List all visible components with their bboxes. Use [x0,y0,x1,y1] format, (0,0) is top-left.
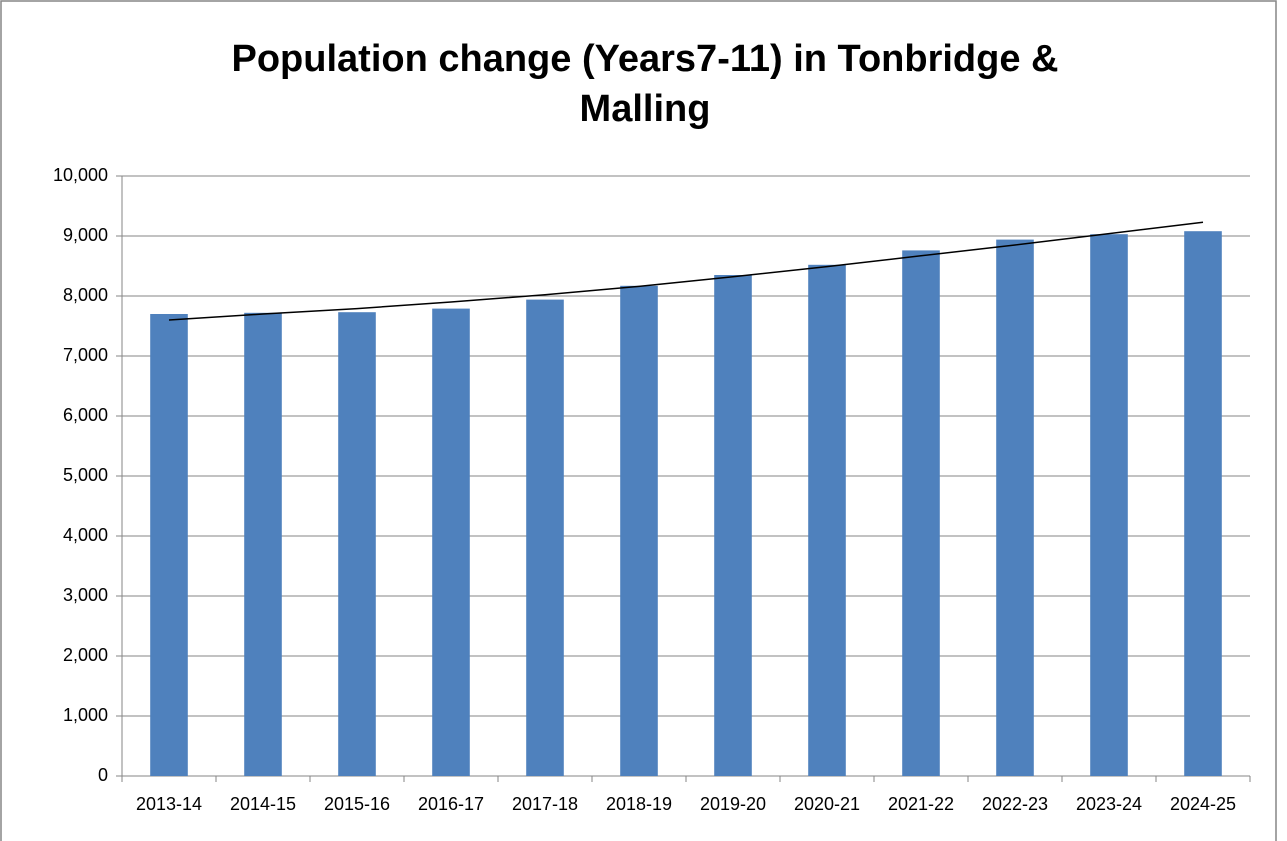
bar [808,264,846,776]
bar [996,239,1034,777]
chart-title: Population change (Years7-11) in Tonbrid… [231,38,1059,130]
y-tick-label: 7,000 [63,345,108,365]
x-tick-label: 2024-25 [1170,794,1236,814]
y-tick-label: 5,000 [63,465,108,485]
y-tick-label: 8,000 [63,285,108,305]
x-tick-label: 2017-18 [512,794,578,814]
x-tick-label: 2023-24 [1076,794,1142,814]
x-tick-label: 2016-17 [418,794,484,814]
y-tick-label: 4,000 [63,525,108,545]
x-tick-label: 2022-23 [982,794,1048,814]
bar [1184,231,1222,776]
bar [244,312,282,776]
y-tick-label: 10,000 [53,165,108,185]
bar [526,299,564,776]
y-tick-label: 3,000 [63,585,108,605]
y-tick-label: 6,000 [63,405,108,425]
bar [338,312,376,776]
x-tick-label: 2014-15 [230,794,296,814]
bar [150,314,188,776]
bar [714,275,752,776]
x-tick-label: 2020-21 [794,794,860,814]
x-tick-label: 2019-20 [700,794,766,814]
trend-line [168,221,1204,321]
bar [620,285,658,776]
x-tick-label: 2013-14 [136,794,202,814]
x-tick-label: 2021-22 [888,794,954,814]
y-tick-label: 0 [98,765,108,785]
x-tick-label: 2018-19 [606,794,672,814]
bar [432,308,470,776]
y-tick-label: 1,000 [63,705,108,725]
bar [1090,234,1128,776]
bar [902,250,940,776]
y-tick-label: 9,000 [63,225,108,245]
x-tick-label: 2015-16 [324,794,390,814]
y-tick-label: 2,000 [63,645,108,665]
